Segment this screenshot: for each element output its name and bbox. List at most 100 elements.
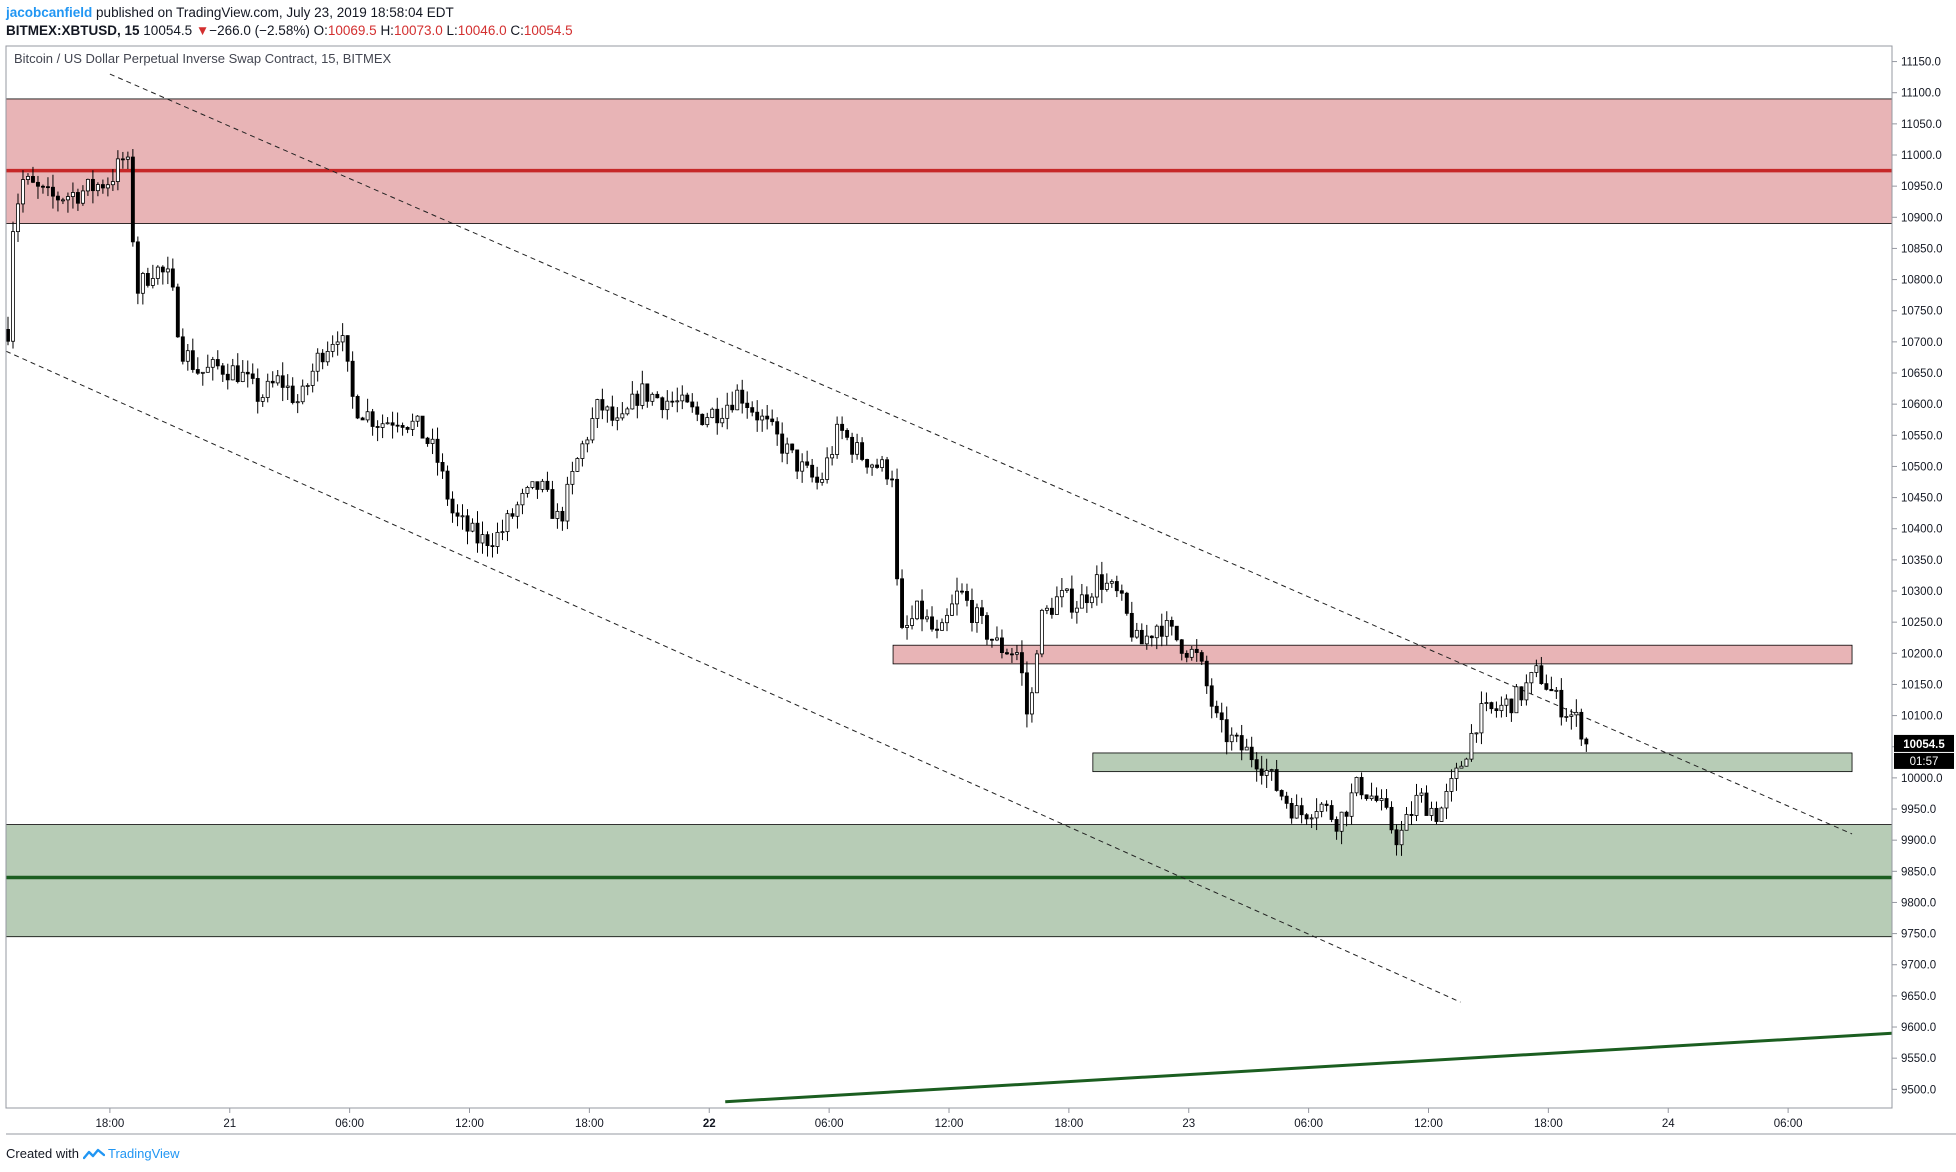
price-tick-label: 9750.0 (1901, 929, 1936, 941)
candle-body (1319, 803, 1324, 812)
candle-body (1299, 805, 1304, 816)
candle-body (200, 371, 205, 374)
candle-body (330, 343, 335, 352)
candle-body (41, 185, 45, 188)
candle-body (490, 545, 495, 548)
candle-body (260, 397, 265, 402)
candle-body (755, 411, 760, 421)
candle-body (375, 426, 380, 428)
candle-body (895, 478, 900, 580)
candle-body (480, 534, 485, 544)
candle-body (395, 424, 400, 427)
candle-body (675, 400, 680, 403)
candle-body (295, 401, 300, 404)
candle-body (160, 266, 165, 273)
candle-body (1384, 798, 1389, 808)
candle-body (55, 195, 60, 201)
candle-body (1569, 714, 1574, 717)
candle-body (1444, 791, 1449, 809)
candle-body (1139, 629, 1144, 645)
price-tick-label: 11050.0 (1901, 119, 1942, 131)
close-label: C: (510, 23, 524, 38)
price-tick-label: 10350.0 (1901, 555, 1943, 567)
price-tick-label: 10500.0 (1901, 461, 1943, 473)
tradingview-logo-icon (82, 1148, 105, 1159)
price-tick-label: 10550.0 (1901, 430, 1943, 442)
candle-body (810, 464, 815, 478)
candle-body (400, 425, 405, 428)
ohlc-line: BITMEX:XBTUSD, 15 10054.5 ▼−266.0 (−2.58… (6, 22, 573, 40)
candle-body (1244, 746, 1249, 751)
candle-body (6, 329, 10, 342)
candle-body (575, 458, 580, 472)
candle-body (640, 383, 645, 406)
candle-body (845, 430, 850, 438)
candle-body (800, 461, 805, 472)
candle-body (1149, 635, 1154, 639)
candle-body (150, 278, 155, 286)
candle-body (1404, 813, 1409, 831)
footer: Created with TradingView (6, 1146, 180, 1161)
tradingview-brand[interactable]: TradingView (82, 1146, 180, 1161)
close-value: 10054.5 (523, 23, 573, 38)
price-tick-label: 10950.0 (1901, 181, 1943, 193)
candle-body (140, 273, 145, 294)
candle-body (1359, 777, 1364, 796)
candle-body (585, 439, 590, 445)
candle-body (750, 407, 755, 413)
candle-body (16, 203, 20, 233)
candle-body (465, 515, 470, 532)
time-tick-label: 18:00 (95, 1118, 124, 1130)
candle-body (1209, 685, 1214, 707)
candle-body (485, 534, 490, 547)
candle-body (1469, 732, 1474, 760)
candle-body (115, 158, 120, 182)
candle-body (535, 481, 540, 490)
support-zone (5, 824, 1893, 938)
candle-body (470, 522, 475, 532)
candle-body (1424, 792, 1429, 816)
time-tick-label: 18:00 (575, 1118, 604, 1130)
candle-body (1484, 702, 1489, 704)
candle-body (225, 373, 230, 381)
candle-body (450, 498, 455, 514)
candle-body (320, 352, 325, 363)
candle-body (1029, 692, 1034, 715)
candle-body (580, 443, 585, 459)
candle-body (555, 510, 560, 519)
candle-body (680, 394, 685, 402)
candle-body (235, 365, 240, 383)
candle-body (1344, 811, 1349, 817)
channel-bottom-trendline (5, 350, 1461, 1003)
candle-body (690, 401, 695, 408)
candle-body (1164, 620, 1169, 637)
long-term-support-trendline (725, 1031, 1893, 1104)
candle-body (495, 531, 500, 547)
price-tick-label: 9600.0 (1901, 1022, 1936, 1034)
candle-body (1189, 648, 1194, 658)
candle-body (615, 417, 620, 421)
candle-body (1074, 607, 1079, 613)
author-link[interactable]: jacobcanfield (6, 5, 93, 20)
candle-body (26, 176, 30, 180)
candle-body (780, 433, 785, 454)
time-tick-label: 21 (223, 1118, 236, 1130)
candle-body (1134, 629, 1139, 638)
candle-body (1294, 805, 1299, 819)
candle-body (710, 408, 715, 418)
candle-body (130, 156, 135, 243)
candle-body (1049, 607, 1054, 615)
candle-body (1509, 698, 1514, 714)
candle-body (125, 156, 130, 160)
candle-body (1099, 574, 1104, 590)
candle-body (965, 591, 969, 601)
candle-body (1119, 590, 1124, 594)
candle-body (305, 385, 310, 387)
candle-body (1234, 734, 1239, 737)
small-resistance-box (892, 644, 1853, 665)
low-label: L: (446, 23, 458, 38)
candle-body (1434, 807, 1439, 822)
candle-body (1539, 665, 1544, 685)
candle-body (1084, 594, 1089, 604)
